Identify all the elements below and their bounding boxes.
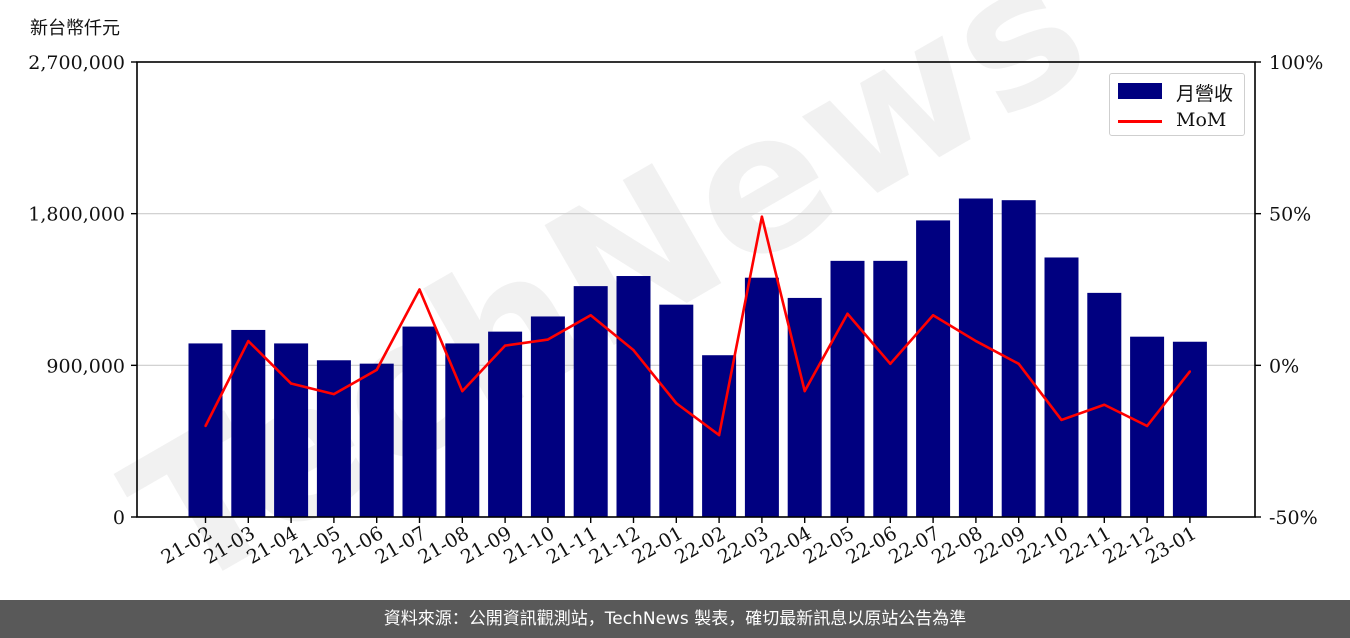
left-axis-unit-label: 新台幣仟元 <box>30 18 120 39</box>
legend-swatch-revenue <box>1118 83 1162 99</box>
mom-point-21-02 <box>204 424 207 428</box>
mom-point-21-08 <box>461 389 464 393</box>
bar-21-08 <box>445 343 480 517</box>
right-tick-label: 100% <box>1269 52 1323 74</box>
bar-21-12 <box>616 276 651 517</box>
revenue-chart: TechNews 0 900,000 1,800,000 2,700,000 -50% 0%… <box>28 0 1323 600</box>
right-tick-label: 0% <box>1269 355 1299 377</box>
mom-point-22-11 <box>1103 403 1106 406</box>
mom-point-22-05 <box>846 312 849 315</box>
bar-22-05 <box>830 260 865 517</box>
legend-label-revenue: 月營收 <box>1176 83 1234 105</box>
legend-swatch-mom <box>1118 120 1162 123</box>
mom-point-22-10 <box>1060 418 1063 422</box>
mom-point-21-05 <box>332 392 336 396</box>
mom-point-22-06 <box>889 362 892 366</box>
mom-point-22-04 <box>803 389 806 393</box>
mom-point-22-08 <box>974 339 978 343</box>
left-tick-label: 1,800,000 <box>28 204 125 226</box>
mom-point-21-07 <box>418 288 421 291</box>
mom-point-22-09 <box>1017 362 1020 366</box>
mom-point-21-03 <box>247 339 250 343</box>
mom-point-21-09 <box>503 344 507 347</box>
mom-point-22-12 <box>1145 424 1149 428</box>
bar-22-04 <box>787 297 822 517</box>
bar-21-10 <box>530 316 565 517</box>
mom-point-22-01 <box>675 402 678 405</box>
legend-label-mom: MoM <box>1176 109 1227 131</box>
bar-22-07 <box>916 220 951 517</box>
left-tick-label: 2,700,000 <box>28 52 125 74</box>
bar-21-04 <box>274 343 309 517</box>
bar-21-05 <box>316 360 351 517</box>
legend-item-revenue: 月營收 <box>1110 76 1246 106</box>
bar-21-06 <box>359 363 394 517</box>
bar-21-09 <box>488 331 523 517</box>
bar-21-02 <box>188 343 223 517</box>
mom-point-22-07 <box>931 314 935 317</box>
right-tick-label: -50% <box>1269 507 1318 529</box>
mom-point-22-02 <box>717 433 721 437</box>
left-tick-label: 0 <box>113 507 125 529</box>
chart-svg: TechNews0900,0001,800,0002,700,000-50%0%… <box>28 0 1323 600</box>
mom-point-21-04 <box>289 382 293 385</box>
mom-point-21-06 <box>375 368 378 372</box>
bar-21-07 <box>402 326 437 517</box>
bar-22-03 <box>744 277 779 517</box>
legend: 月營收 MoM <box>1109 73 1245 136</box>
left-tick-label: 900,000 <box>46 355 125 377</box>
legend-item-mom: MoM <box>1110 106 1246 136</box>
mom-point-23-01 <box>1188 370 1192 373</box>
x-tick-label: 23-01 <box>1142 522 1200 568</box>
plot-frame <box>136 61 1256 518</box>
bar-22-06 <box>873 260 908 517</box>
bar-23-01 <box>1172 341 1207 517</box>
bar-22-10 <box>1044 257 1079 517</box>
bar-21-03 <box>231 329 266 517</box>
mom-point-21-12 <box>632 348 635 352</box>
mom-point-21-11 <box>589 314 592 317</box>
mom-point-22-03 <box>760 215 764 218</box>
source-footer: 資料來源：公開資訊觀測站，TechNews 製表，確切最新訊息以原站公告為準 <box>0 600 1350 638</box>
bar-22-08 <box>958 198 993 517</box>
mom-point-21-10 <box>546 338 550 341</box>
mom-line <box>204 215 1191 437</box>
right-tick-label: 50% <box>1269 204 1311 226</box>
